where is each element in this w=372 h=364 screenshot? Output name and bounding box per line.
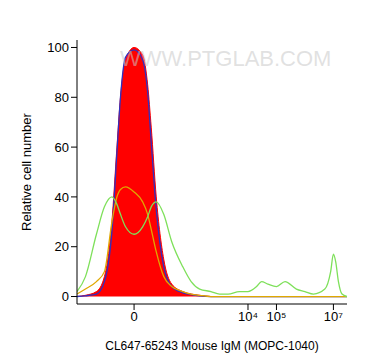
- html-text:WWW.PTGLAB.COM: WWW.PTGLAB.COM: [120, 46, 332, 71]
- svg-text:0: 0: [130, 309, 137, 324]
- svg-text:10⁷: 10⁷: [324, 309, 343, 324]
- svg-text:20: 20: [55, 239, 69, 254]
- svg-text:10⁴: 10⁴: [238, 309, 258, 324]
- svg-text:Relative cell number: Relative cell number: [19, 112, 34, 230]
- svg-text:80: 80: [55, 90, 69, 105]
- svg-text:40: 40: [55, 190, 69, 205]
- svg-text:100: 100: [47, 40, 69, 55]
- svg-text:CL647-65243 Mouse IgM (MOPC-10: CL647-65243 Mouse IgM (MOPC-1040): [105, 339, 318, 353]
- svg-text:10⁵: 10⁵: [267, 309, 287, 324]
- svg-text:60: 60: [55, 140, 69, 155]
- svg-text:0: 0: [62, 289, 69, 304]
